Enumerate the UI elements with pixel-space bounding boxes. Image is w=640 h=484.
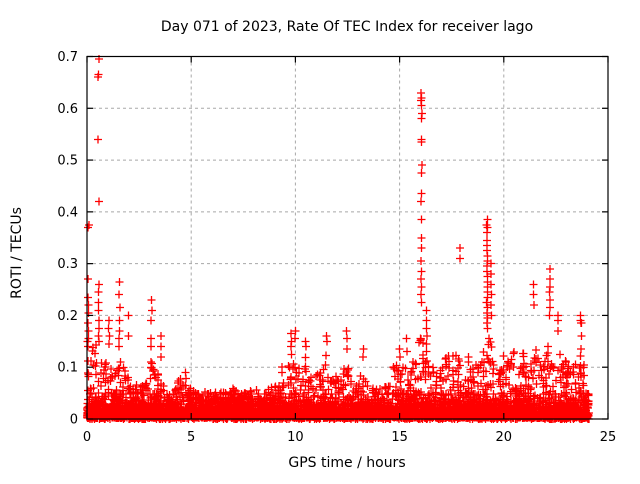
scatter-points [83,55,593,423]
x-tick-label-25: 25 [600,430,617,445]
x-axis-label: GPS time / hours [288,455,405,471]
plot-border [86,55,609,420]
y-tick-label-0.6: 0.6 [57,102,78,117]
data-layer [83,55,593,423]
x-tick-label-10: 10 [287,430,304,445]
y-tick-label-0.7: 0.7 [57,50,78,65]
y-tick-label-0: 0 [70,413,78,428]
x-tick-label-5: 5 [187,430,195,445]
chart-title: Day 071 of 2023, Rate Of TEC Index for r… [161,19,533,35]
y-axis-label: ROTI / TECUs [9,207,25,299]
axes-layer [86,55,609,420]
y-tick-label-0.3: 0.3 [57,257,78,272]
y-tick-label-0.5: 0.5 [57,154,78,169]
x-tick-label-20: 20 [496,430,513,445]
x-tick-label-0: 0 [83,430,91,445]
y-tick-label-0.2: 0.2 [57,309,78,324]
y-tick-label-0.1: 0.1 [57,361,78,376]
y-tick-label-0.4: 0.4 [57,205,78,220]
x-tick-label-15: 15 [391,430,408,445]
tick-labels-layer: 0 5 10 15 20 25 0 0.1 0.2 0.3 0.4 0.5 0.6 0.7 [57,50,616,445]
